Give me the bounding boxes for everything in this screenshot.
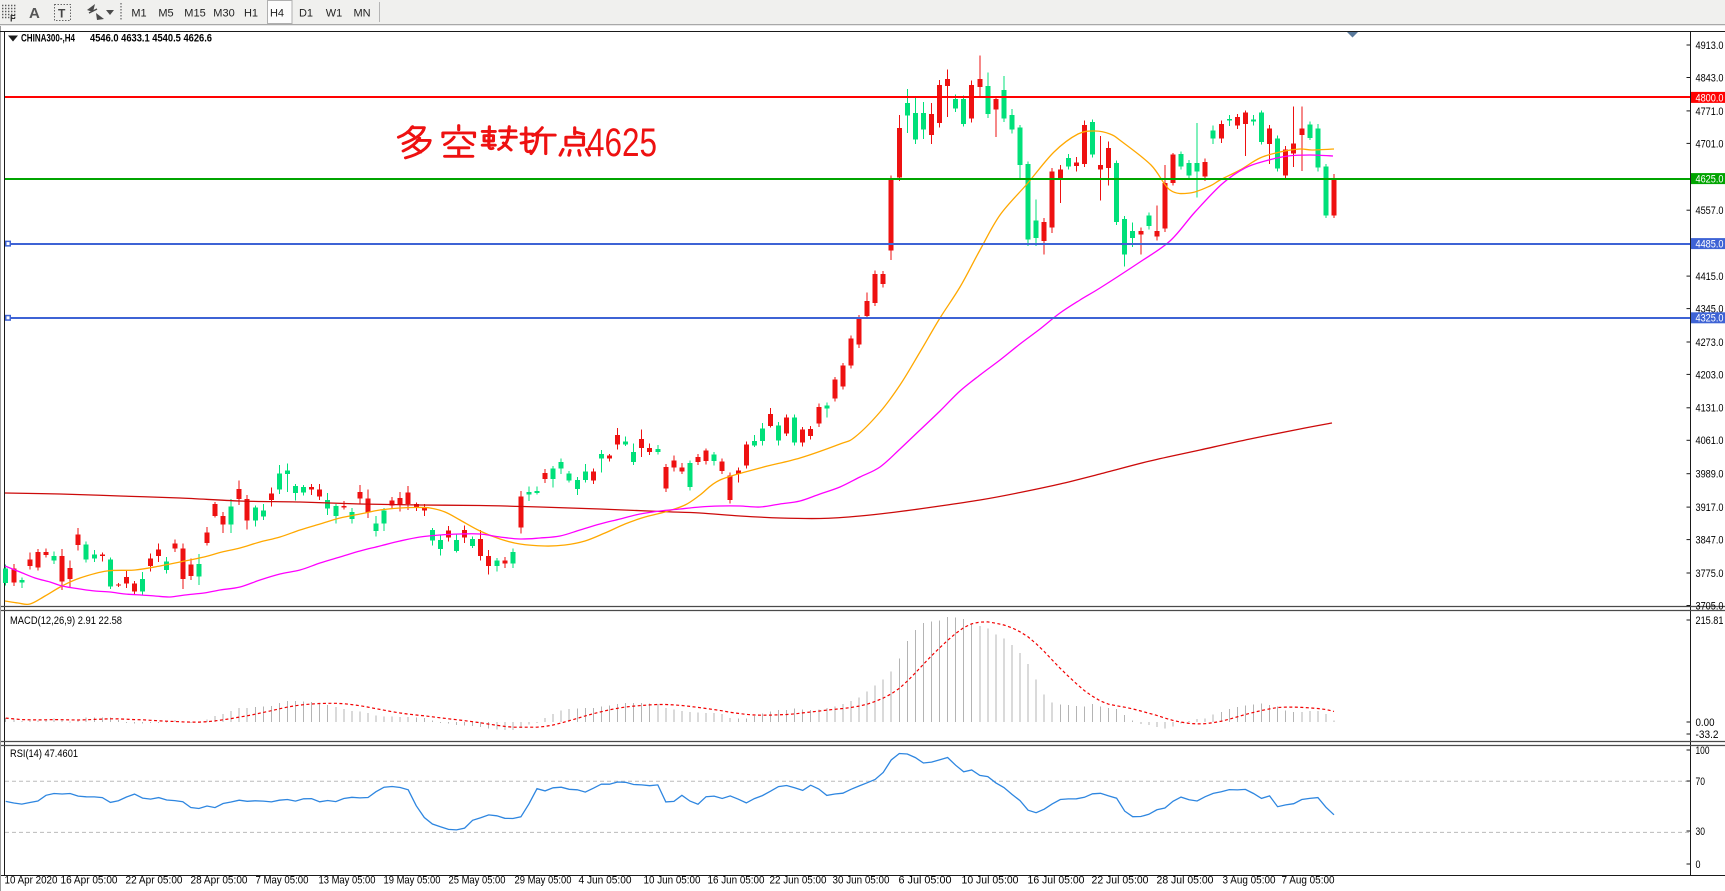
svg-text:MN: MN: [353, 8, 370, 20]
svg-text:4203.0: 4203.0: [1696, 369, 1724, 381]
svg-text:7 Aug 05:00: 7 Aug 05:00: [1282, 875, 1335, 887]
svg-text:4273.0: 4273.0: [1696, 337, 1724, 349]
svg-text:3 Aug 05:00: 3 Aug 05:00: [1223, 875, 1276, 887]
svg-text:D1: D1: [299, 8, 313, 20]
svg-text:CHINA300-,H4: CHINA300-,H4: [21, 33, 76, 45]
svg-text:4131.0: 4131.0: [1696, 403, 1724, 415]
svg-text:MACD(12,26,9) 2.91 22.58: MACD(12,26,9) 2.91 22.58: [10, 615, 122, 627]
svg-text:RSI(14) 47.4601: RSI(14) 47.4601: [10, 748, 78, 760]
svg-text:25 May 05:00: 25 May 05:00: [449, 875, 506, 887]
svg-text:29 May 05:00: 29 May 05:00: [515, 875, 572, 887]
svg-text:3989.0: 3989.0: [1696, 469, 1724, 481]
svg-text:22 Jul 05:00: 22 Jul 05:00: [1092, 875, 1149, 887]
svg-text:10 Apr 2020: 10 Apr 2020: [5, 875, 58, 887]
svg-text:7 May 05:00: 7 May 05:00: [256, 875, 309, 887]
svg-text:100: 100: [1696, 745, 1710, 757]
svg-text:W1: W1: [326, 8, 343, 20]
svg-text:4625.0: 4625.0: [1696, 174, 1724, 186]
svg-text:A: A: [29, 5, 40, 22]
svg-text:4415.0: 4415.0: [1696, 271, 1724, 283]
svg-text:0.00: 0.00: [1696, 717, 1715, 729]
svg-text:16 Jul 05:00: 16 Jul 05:00: [1028, 875, 1085, 887]
svg-text:M15: M15: [184, 8, 205, 20]
svg-text:4485.0: 4485.0: [1696, 239, 1724, 251]
svg-text:M30: M30: [213, 8, 234, 20]
svg-text:70: 70: [1696, 776, 1706, 788]
svg-text:4843.0: 4843.0: [1696, 72, 1724, 84]
svg-text:0: 0: [1696, 859, 1701, 871]
svg-text:4061.0: 4061.0: [1696, 435, 1724, 447]
svg-text:-33.2: -33.2: [1696, 729, 1719, 741]
svg-text:16 Apr 05:00: 16 Apr 05:00: [61, 875, 118, 887]
svg-text:28 Jul 05:00: 28 Jul 05:00: [1157, 875, 1214, 887]
svg-text:F: F: [10, 14, 16, 24]
svg-text:H1: H1: [244, 8, 258, 20]
svg-text:10 Jul 05:00: 10 Jul 05:00: [962, 875, 1019, 887]
svg-text:4771.0: 4771.0: [1696, 106, 1724, 118]
svg-text:4913.0: 4913.0: [1696, 40, 1724, 52]
svg-text:M1: M1: [131, 8, 146, 20]
svg-text:6 Jul 05:00: 6 Jul 05:00: [899, 875, 952, 887]
svg-text:3847.0: 3847.0: [1696, 535, 1724, 547]
svg-text:13 May 05:00: 13 May 05:00: [319, 875, 376, 887]
svg-text:10 Jun 05:00: 10 Jun 05:00: [644, 875, 701, 887]
svg-text:3705.0: 3705.0: [1696, 600, 1724, 612]
svg-text:22 Jun 05:00: 22 Jun 05:00: [770, 875, 827, 887]
svg-text:T: T: [58, 7, 66, 21]
svg-text:22 Apr 05:00: 22 Apr 05:00: [126, 875, 183, 887]
svg-text:M5: M5: [158, 8, 173, 20]
svg-text:16 Jun 05:00: 16 Jun 05:00: [708, 875, 765, 887]
svg-text:4 Jun 05:00: 4 Jun 05:00: [579, 875, 632, 887]
svg-text:3917.0: 3917.0: [1696, 502, 1724, 514]
svg-text:4625: 4625: [587, 121, 657, 165]
svg-text:4557.0: 4557.0: [1696, 205, 1724, 217]
svg-text:19 May 05:00: 19 May 05:00: [384, 875, 441, 887]
svg-text:4325.0: 4325.0: [1696, 313, 1724, 325]
svg-text:4546.0 4633.1 4540.5 4626.6: 4546.0 4633.1 4540.5 4626.6: [90, 33, 212, 45]
svg-text:30 Jun 05:00: 30 Jun 05:00: [833, 875, 890, 887]
svg-text:H4: H4: [270, 8, 284, 20]
svg-text:30: 30: [1696, 826, 1706, 838]
svg-text:215.81: 215.81: [1696, 615, 1724, 627]
svg-text:3775.0: 3775.0: [1696, 568, 1724, 580]
svg-text:4800.0: 4800.0: [1696, 92, 1724, 104]
svg-text:4701.0: 4701.0: [1696, 138, 1724, 150]
svg-text:28 Apr 05:00: 28 Apr 05:00: [191, 875, 248, 887]
